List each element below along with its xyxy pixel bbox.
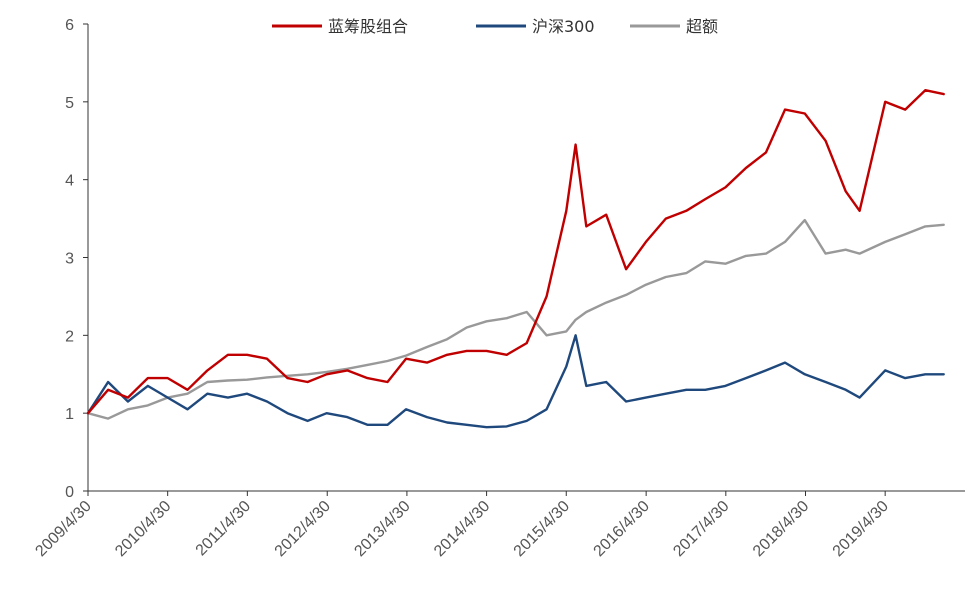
y-tick-label: 2 <box>65 328 74 345</box>
y-tick-label: 4 <box>65 173 74 190</box>
x-tick-label: 2012/4/30 <box>272 498 334 560</box>
x-axis-ticks: 2009/4/30 2010/4/30 2011/4/30 2012/4/30 2013… <box>32 491 892 560</box>
series-group <box>86 89 945 429</box>
x-tick-label: 2010/4/30 <box>112 498 174 560</box>
x-tick-label: 2009/4/30 <box>32 498 94 560</box>
series-line-1 <box>86 334 945 429</box>
x-tick-label: 2018/4/30 <box>750 498 812 560</box>
legend-label-2: 超额 <box>686 17 718 36</box>
x-tick-label: 2013/4/30 <box>351 498 413 560</box>
series-line-0 <box>86 89 945 415</box>
legend-label-0: 蓝筹股组合 <box>328 17 408 36</box>
y-tick-label: 3 <box>65 251 74 268</box>
legend-label-1: 沪深300 <box>532 17 595 36</box>
x-tick-label: 2019/4/30 <box>830 498 892 560</box>
x-tick-label: 2015/4/30 <box>511 498 573 560</box>
y-axis-ticks: 0 1 2 3 4 5 6 <box>65 17 88 501</box>
x-tick-label: 2017/4/30 <box>670 498 732 560</box>
x-tick-label: 2016/4/30 <box>591 498 653 560</box>
x-tick-label: 2011/4/30 <box>193 498 255 560</box>
y-tick-label: 0 <box>65 484 74 501</box>
series-line-2 <box>86 218 945 420</box>
legend: 蓝筹股组合 沪深300 超额 <box>272 17 718 36</box>
x-tick-label: 2014/4/30 <box>431 498 493 560</box>
y-tick-label: 6 <box>65 17 74 34</box>
y-tick-label: 1 <box>65 406 74 423</box>
y-tick-label: 5 <box>65 95 74 112</box>
